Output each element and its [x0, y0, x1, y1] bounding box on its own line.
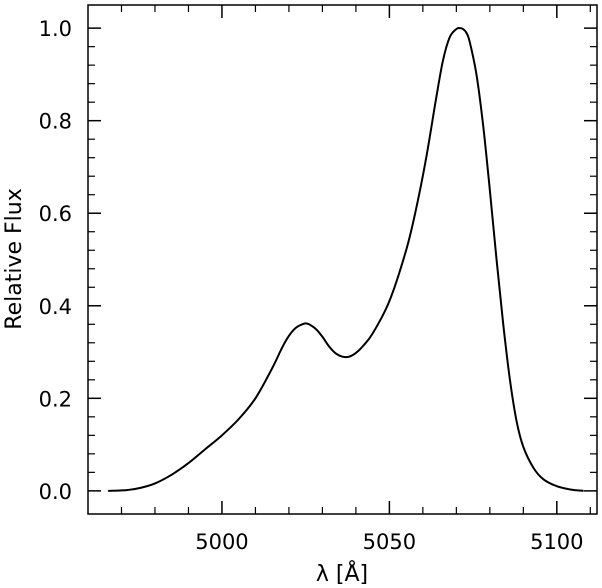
- minor-ticks: [88, 5, 597, 514]
- x-tick-labels: 5000 5050 5100: [195, 530, 583, 554]
- x-tick-label: 5100: [530, 530, 583, 554]
- y-tick-label: 0.0: [39, 480, 72, 504]
- x-tick-label: 5050: [363, 530, 416, 554]
- series-line-0: [108, 27, 584, 492]
- y-tick-label: 0.2: [39, 387, 72, 411]
- plot-area-border: [87, 4, 598, 515]
- y-axis-label: Relative Flux: [2, 188, 27, 329]
- y-tick-label: 1.0: [39, 17, 72, 41]
- x-axis-label: λ [Å]: [316, 560, 368, 587]
- y-tick-label: 0.8: [39, 110, 72, 134]
- major-ticks: [88, 5, 597, 514]
- x-tick-label: 5000: [195, 530, 248, 554]
- y-tick-label: 0.6: [39, 202, 72, 226]
- y-tick-label: 0.4: [39, 295, 72, 319]
- series-layer: [108, 27, 584, 492]
- y-tick-labels: 0.0 0.2 0.4 0.6 0.8 1.0: [39, 17, 72, 504]
- plot-frame: [87, 4, 598, 515]
